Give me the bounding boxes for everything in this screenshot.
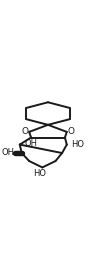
Text: O: O bbox=[21, 127, 28, 136]
Text: OH: OH bbox=[24, 139, 37, 148]
Text: O: O bbox=[68, 127, 74, 136]
Text: HO: HO bbox=[71, 140, 84, 148]
Text: HO: HO bbox=[33, 169, 46, 177]
Text: OH: OH bbox=[2, 148, 15, 157]
